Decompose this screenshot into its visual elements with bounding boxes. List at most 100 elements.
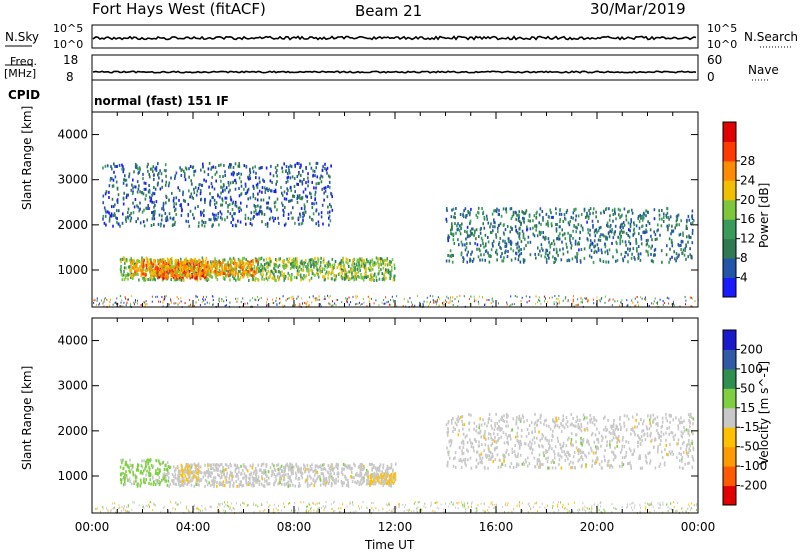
power-cell: [466, 253, 468, 257]
power-cell: [140, 261, 143, 265]
power-cell: [496, 258, 498, 262]
power-cell: [221, 197, 223, 201]
power-cell: [145, 206, 147, 210]
power-cell: [155, 166, 158, 169]
velocity-cell: [314, 464, 317, 468]
power-cell: [246, 261, 248, 265]
power-cell: [121, 221, 124, 225]
power-cell: [540, 246, 543, 250]
power-cell: [561, 233, 564, 237]
power-cell: [243, 264, 246, 268]
power-cell: [549, 245, 552, 249]
velocity-cell: [363, 476, 365, 480]
power-cell: [145, 193, 147, 197]
power-scatter-cell: [491, 298, 493, 301]
power-scatter-cell: [433, 301, 435, 304]
velocity-cell: [159, 462, 162, 466]
power-cell: [147, 169, 149, 173]
velocity-cell: [157, 467, 159, 471]
power-scatter-cell: [272, 302, 274, 304]
power-cell: [632, 247, 635, 251]
power-cell: [620, 223, 622, 227]
power-cell: [255, 176, 257, 180]
velocity-cell: [300, 466, 302, 470]
power-cell: [677, 213, 680, 217]
power-cell: [518, 253, 521, 257]
power-cell: [616, 250, 618, 254]
power-cell: [153, 205, 155, 209]
power-scatter-cell: [451, 300, 453, 303]
power-cell: [472, 259, 474, 263]
power-scatter-cell: [98, 303, 100, 306]
velocity-cell: [360, 468, 363, 472]
power-cell: [272, 174, 275, 178]
velocity-cell: [191, 470, 193, 474]
power-cell: [265, 261, 268, 265]
power-cell: [355, 272, 358, 276]
power-region: [102, 161, 334, 228]
power-scatter-cell: [226, 299, 227, 302]
power-scatter-cell: [223, 300, 225, 303]
power-cell: [193, 191, 196, 195]
velocity-cell: [303, 467, 305, 471]
velocity-cell: [309, 483, 311, 487]
velocity-cell: [140, 470, 142, 473]
velocity-cell: [127, 478, 129, 482]
power-cell: [201, 268, 203, 272]
power-scatter-cell: [293, 297, 295, 300]
power-cell: [520, 248, 522, 251]
power-cell: [215, 213, 217, 217]
power-cell: [322, 267, 324, 271]
power-cell: [460, 240, 463, 244]
power-cell: [130, 275, 132, 279]
power-cell: [210, 275, 212, 278]
power-scatter-cell: [163, 297, 165, 300]
velocity-cell: [252, 471, 255, 475]
power-cell: [667, 228, 669, 232]
power-cell: [248, 174, 251, 178]
velocity-cell: [184, 480, 186, 483]
velocity-cell: [362, 476, 364, 480]
power-cell: [510, 258, 513, 262]
velocity-cell: [369, 463, 372, 466]
power-scatter-cell: [205, 295, 207, 298]
power-cell: [288, 199, 290, 203]
power-cell: [193, 170, 195, 173]
power-cell: [208, 185, 210, 189]
power-cell: [122, 212, 124, 216]
power-scatter-cell: [458, 300, 459, 303]
velocity-cell: [274, 468, 277, 472]
power-cell: [118, 163, 121, 167]
power-scatter-cell: [366, 305, 368, 308]
power-cell: [321, 270, 323, 273]
power-cell: [459, 213, 462, 216]
velocity-cell: [287, 484, 290, 488]
power-cell: [582, 228, 584, 232]
power-scatter-cell: [510, 304, 512, 307]
power-cell: [485, 214, 488, 218]
velocity-cell: [316, 477, 318, 481]
power-cell: [261, 190, 263, 194]
power-cell: [293, 194, 296, 198]
power-cell: [237, 219, 239, 223]
power-cell: [151, 193, 153, 197]
velocity-cell: [124, 475, 126, 479]
power-cell: [313, 265, 315, 269]
power-cell: [255, 209, 257, 212]
power-cell: [231, 270, 233, 274]
power-cell: [551, 242, 553, 246]
power-cell: [574, 218, 577, 222]
cpid-text: normal (fast) 151 IF: [94, 94, 229, 108]
velocity-cell: [311, 463, 313, 467]
power-cell: [266, 278, 269, 282]
power-cell: [188, 269, 191, 273]
power-cell: [262, 273, 264, 277]
velocity-cell: [245, 479, 247, 483]
velocity-cell: [333, 481, 336, 485]
power-cell: [287, 179, 289, 183]
power-cell: [461, 243, 464, 247]
power-cell: [569, 238, 571, 242]
velocity-cell: [182, 479, 184, 483]
power-cell: [267, 269, 269, 273]
power-cell: [310, 263, 312, 267]
